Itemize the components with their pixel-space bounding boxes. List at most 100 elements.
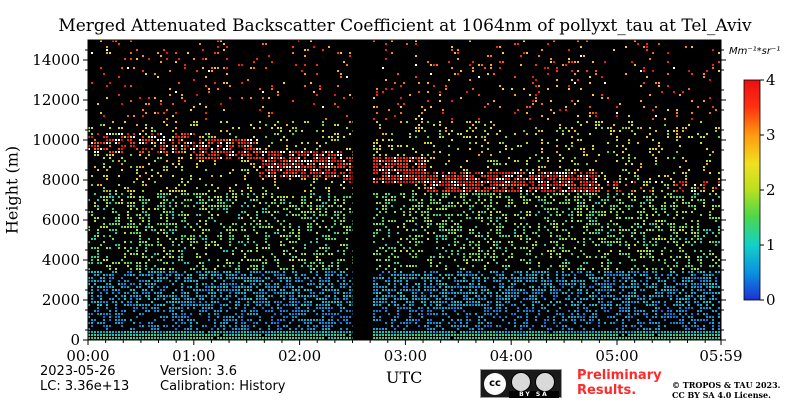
- heatmap-cell: [526, 223, 528, 225]
- heatmap-cell: [466, 190, 468, 192]
- heatmap-cell: [379, 247, 381, 249]
- heatmap-cell: [289, 277, 291, 279]
- heatmap-cell: [451, 325, 453, 327]
- heatmap-cell: [454, 190, 456, 192]
- heatmap-cell: [499, 277, 501, 279]
- heatmap-cell: [469, 334, 471, 336]
- heatmap-cell: [139, 337, 141, 339]
- heatmap-cell: [445, 130, 447, 132]
- heatmap-cell: [457, 235, 459, 237]
- heatmap-cell: [250, 289, 252, 291]
- heatmap-cell: [439, 256, 441, 258]
- heatmap-cell: [445, 163, 447, 165]
- heatmap-cell: [265, 262, 267, 264]
- heatmap-cell: [382, 301, 384, 303]
- heatmap-cell: [337, 175, 339, 177]
- heatmap-cell: [163, 211, 165, 213]
- heatmap-cell: [454, 229, 456, 231]
- heatmap-cell: [226, 46, 228, 48]
- heatmap-cell: [325, 187, 327, 189]
- heatmap-cell: [373, 289, 375, 291]
- heatmap-cell: [307, 163, 309, 165]
- heatmap-cell: [88, 199, 90, 201]
- heatmap-cell: [406, 166, 408, 168]
- heatmap-cell: [472, 178, 474, 180]
- heatmap-cell: [340, 154, 342, 156]
- heatmap-cell: [217, 259, 219, 261]
- heatmap-cell: [523, 130, 525, 132]
- heatmap-cell: [295, 130, 297, 132]
- heatmap-cell: [526, 190, 528, 192]
- heatmap-cell: [154, 319, 156, 321]
- heatmap-cell: [373, 142, 375, 144]
- heatmap-cell: [442, 226, 444, 228]
- heatmap-cell: [445, 295, 447, 297]
- heatmap-cell: [319, 247, 321, 249]
- heatmap-cell: [514, 178, 516, 180]
- heatmap-cell: [478, 328, 480, 330]
- heatmap-cell: [436, 304, 438, 306]
- heatmap-cell: [325, 295, 327, 297]
- heatmap-cell: [328, 277, 330, 279]
- heatmap-cell: [454, 331, 456, 333]
- heatmap-cell: [121, 295, 123, 297]
- heatmap-cell: [376, 169, 378, 171]
- heatmap-cell: [403, 223, 405, 225]
- heatmap-cell: [235, 184, 237, 186]
- heatmap-cell: [403, 331, 405, 333]
- heatmap-cell: [472, 130, 474, 132]
- heatmap-cell: [376, 214, 378, 216]
- heatmap-cell: [400, 121, 402, 123]
- heatmap-cell: [139, 217, 141, 219]
- heatmap-cell: [313, 154, 315, 156]
- heatmap-cell: [97, 142, 99, 144]
- heatmap-cell: [496, 181, 498, 183]
- heatmap-cell: [190, 148, 192, 150]
- heatmap-cell: [313, 319, 315, 321]
- heatmap-cell: [103, 148, 105, 150]
- heatmap-cell: [337, 262, 339, 264]
- heatmap-cell: [94, 310, 96, 312]
- heatmap-cell: [388, 202, 390, 204]
- heatmap-cell: [244, 331, 246, 333]
- heatmap-cell: [121, 157, 123, 159]
- heatmap-cell: [322, 325, 324, 327]
- heatmap-cell: [217, 145, 219, 147]
- heatmap-cell: [121, 133, 123, 135]
- heatmap-cell: [436, 181, 438, 183]
- heatmap-cell: [463, 298, 465, 300]
- heatmap-cell: [136, 250, 138, 252]
- heatmap-cell: [157, 328, 159, 330]
- heatmap-cell: [391, 295, 393, 297]
- heatmap-cell: [376, 310, 378, 312]
- heatmap-cell: [220, 199, 222, 201]
- heatmap-cell: [409, 301, 411, 303]
- heatmap-cell: [538, 313, 540, 315]
- heatmap-cell: [235, 301, 237, 303]
- heatmap-cell: [271, 214, 273, 216]
- heatmap-cell: [418, 169, 420, 171]
- heatmap-cell: [232, 331, 234, 333]
- heatmap-cell: [163, 268, 165, 270]
- heatmap-cell: [343, 187, 345, 189]
- heatmap-cell: [244, 298, 246, 300]
- heatmap-cell: [340, 157, 342, 159]
- heatmap-cell: [400, 145, 402, 147]
- heatmap-cell: [466, 274, 468, 276]
- heatmap-cell: [151, 142, 153, 144]
- heatmap-cell: [286, 196, 288, 198]
- heatmap-cell: [385, 163, 387, 165]
- heatmap-cell: [217, 196, 219, 198]
- heatmap-cell: [160, 193, 162, 195]
- heatmap-cell: [121, 148, 123, 150]
- heatmap-cell: [94, 334, 96, 336]
- heatmap-cell: [178, 259, 180, 261]
- heatmap-cell: [298, 235, 300, 237]
- heatmap-cell: [115, 334, 117, 336]
- heatmap-cell: [331, 286, 333, 288]
- heatmap-cell: [268, 328, 270, 330]
- heatmap-cell: [451, 250, 453, 252]
- heatmap-cell: [418, 208, 420, 210]
- heatmap-cell: [163, 316, 165, 318]
- heatmap-cell: [328, 247, 330, 249]
